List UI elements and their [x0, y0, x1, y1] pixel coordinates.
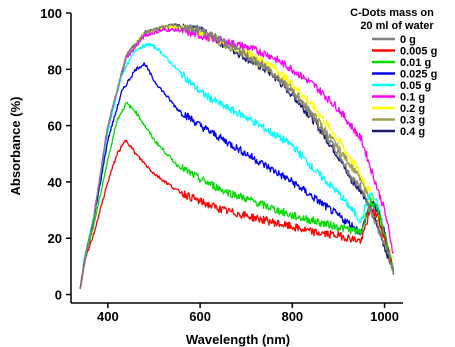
- legend: C-Dots mass on 20 ml of water 0 g0.005 g…: [350, 7, 437, 138]
- series-line-0-005-g: [79, 139, 395, 289]
- legend-title-line-2: 20 ml of water: [360, 20, 434, 32]
- x-axis-title: Wavelength (nm): [186, 332, 290, 347]
- legend-label-0-3-g: 0.3 g: [400, 115, 425, 127]
- series-line-0-01-g: [79, 101, 395, 289]
- legend-label-0-05-g: 0.05 g: [400, 80, 431, 92]
- x-tick-label-400: 400: [97, 309, 119, 324]
- x-tick-label-1000: 1000: [370, 309, 399, 324]
- legend-label-0-4-g: 0.4 g: [400, 126, 425, 138]
- y-tick-label-80: 80: [48, 62, 62, 77]
- series-line-0-025-g: [79, 62, 395, 289]
- y-tick-label-100: 100: [40, 6, 62, 21]
- legend-title-line-1: C-Dots mass on: [350, 7, 434, 19]
- legend-label-0-01-g: 0.01 g: [400, 57, 431, 69]
- ticks-layer: 400 600 800 1000 0 20 40 60 80 100: [40, 6, 399, 324]
- legend-label-0-2-g: 0.2 g: [400, 103, 425, 115]
- x-tick-label-600: 600: [189, 309, 211, 324]
- series-layer: [79, 22, 395, 290]
- series-line-0-g: [79, 22, 395, 289]
- series-line-0-05-g: [79, 42, 395, 289]
- legend-label-0-1-g: 0.1 g: [400, 92, 425, 104]
- x-tick-label-800: 800: [281, 309, 303, 324]
- y-axis-title: Absorbance (%): [8, 97, 23, 196]
- y-tick-label-0: 0: [55, 288, 62, 303]
- series-line-0-2-g: [79, 24, 395, 288]
- legend-label-0-025-g: 0.025 g: [400, 69, 437, 81]
- y-tick-label-20: 20: [48, 231, 62, 246]
- y-tick-label-60: 60: [48, 119, 62, 134]
- axes-layer: [70, 13, 403, 304]
- y-tick-label-40: 40: [48, 175, 62, 190]
- legend-label-0-005-g: 0.005 g: [400, 46, 437, 58]
- legend-label-0-g: 0 g: [400, 34, 416, 46]
